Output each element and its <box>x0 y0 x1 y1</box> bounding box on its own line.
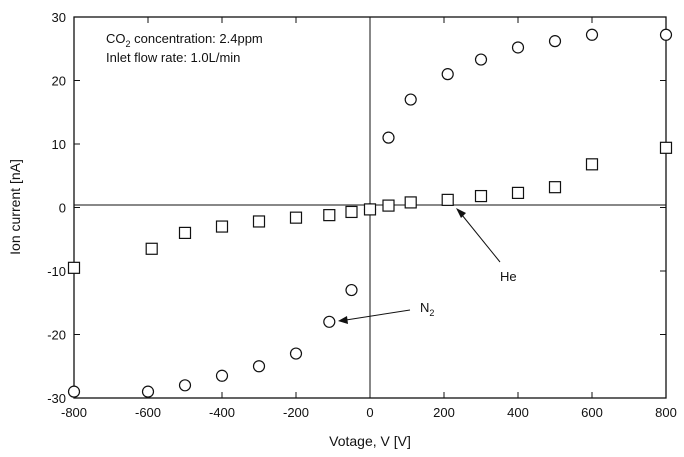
y-axis-title: Ion current [nA] <box>7 159 23 255</box>
data-point-square <box>67 261 81 274</box>
series-layer <box>67 28 673 398</box>
y-tick-label: 10 <box>52 137 66 152</box>
data-point-circle <box>659 28 673 41</box>
annotation-concentration: CO2 concentration: 2.4ppm <box>106 31 263 49</box>
data-point-square <box>441 193 454 206</box>
annotation-subscript: 2 <box>126 39 131 49</box>
data-point-square <box>345 205 358 219</box>
n2-label-subscript: 2 <box>429 308 434 318</box>
data-point-square <box>215 220 229 233</box>
data-point-square <box>659 141 673 154</box>
x-tick-label: 0 <box>366 405 373 420</box>
he-callout: He <box>456 208 517 284</box>
he-arrowhead <box>456 208 466 218</box>
he-label: He <box>500 269 517 284</box>
x-tick-label: 800 <box>655 405 677 420</box>
x-tick-label: -600 <box>135 405 161 420</box>
n2-callout: N2 <box>338 300 434 324</box>
x-tick-label: 400 <box>507 405 529 420</box>
annotation-flow-rate: Inlet flow rate: 1.0L/min <box>106 50 240 65</box>
x-tick-label: 600 <box>581 405 603 420</box>
data-point-circle <box>323 315 336 328</box>
data-point-circle <box>404 93 417 106</box>
annotation-concentration-rest: concentration: 2.4ppm <box>131 31 263 46</box>
data-point-square <box>363 203 377 216</box>
series-he <box>67 141 673 274</box>
axis-ticks <box>73 16 667 399</box>
data-point-square <box>511 186 525 199</box>
n2-arrowhead <box>338 316 348 324</box>
data-point-square <box>252 215 266 228</box>
data-point-circle <box>345 283 358 297</box>
x-tick-label: -200 <box>283 405 309 420</box>
data-point-square <box>474 189 488 203</box>
data-point-square <box>548 181 562 194</box>
y-tick-label: 20 <box>52 74 66 89</box>
y-tick-label: -30 <box>47 391 66 406</box>
data-point-square <box>404 196 417 209</box>
n2-arrow-line <box>345 309 411 321</box>
data-point-square <box>178 226 192 239</box>
y-tick-label: 0 <box>59 201 66 216</box>
data-point-circle <box>289 347 303 360</box>
data-point-square <box>289 211 303 224</box>
data-point-square <box>145 242 158 255</box>
data-point-square <box>323 209 336 222</box>
y-tick-label: -10 <box>47 264 66 279</box>
data-point-circle <box>215 369 229 382</box>
n2-label-base: N <box>420 300 429 315</box>
tick-labels: -800 -600 -400 -200 0 200 400 600 800 -30 -20 -10 0 1… <box>47 10 677 420</box>
data-point-circle <box>141 385 155 398</box>
data-point-circle <box>178 379 192 392</box>
y-tick-label: -20 <box>47 328 66 343</box>
he-arrow-line <box>461 214 501 263</box>
data-point-circle <box>474 53 488 66</box>
x-tick-label: -800 <box>61 405 87 420</box>
data-point-square <box>382 199 395 212</box>
data-point-circle <box>67 385 81 398</box>
n2-label: N2 <box>420 300 434 318</box>
data-point-circle <box>585 28 599 41</box>
data-point-circle <box>252 360 266 373</box>
x-axis-title: Votage, V [V] <box>329 433 411 449</box>
y-tick-label: 30 <box>52 10 66 25</box>
data-point-circle <box>511 41 525 54</box>
x-tick-label: 200 <box>433 405 455 420</box>
x-tick-label: -400 <box>209 405 235 420</box>
data-point-circle <box>382 131 395 144</box>
data-point-circle <box>441 68 454 81</box>
data-point-square <box>585 158 599 171</box>
data-point-circle <box>548 35 562 48</box>
